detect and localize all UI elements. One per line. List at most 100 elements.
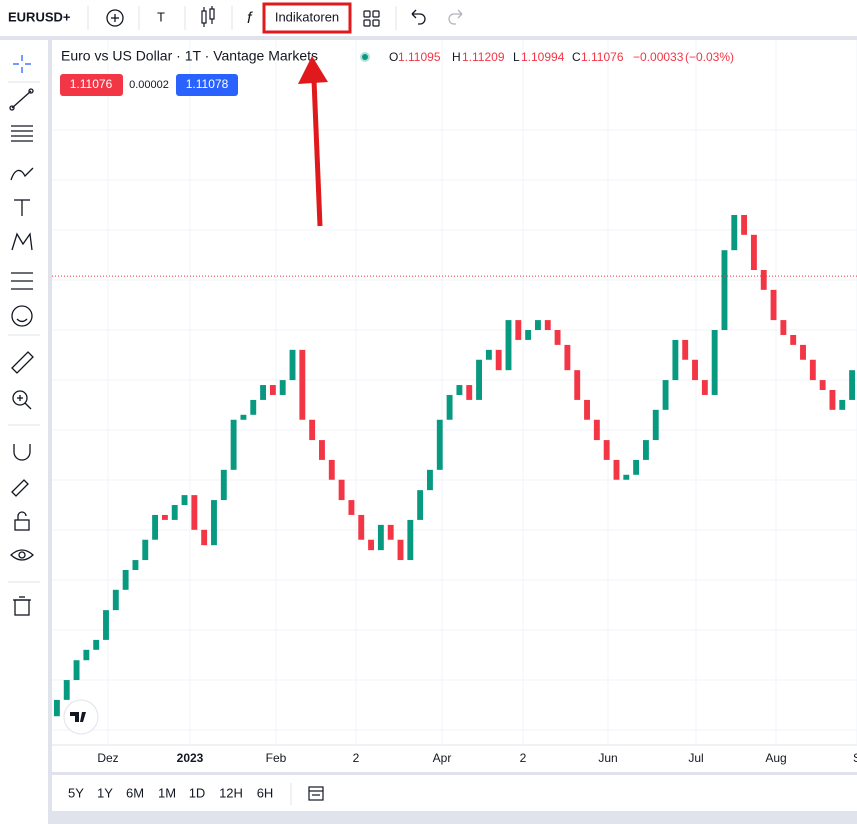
timeframe-button[interactable]: 1Y [97,785,113,800]
candle-body [741,214,748,235]
timeframe-button[interactable]: 12H [219,785,243,800]
candle-body [584,399,590,420]
x-tick-label: Jun [598,751,617,765]
candle-body [73,660,80,681]
candle-body [83,649,90,661]
candle-body [132,560,139,570]
candle-body [220,469,227,501]
candle-body [456,385,463,395]
candle-body [446,394,453,420]
sell-price[interactable]: 1.11076 [70,77,113,91]
change-percent: (−0.03%) [685,50,734,64]
candle-body [731,214,738,251]
candle-body [642,440,649,460]
candle-body [485,349,492,360]
emoji-tool[interactable] [11,305,33,327]
candles [52,214,857,717]
highlight-box [262,2,352,34]
candle-body [112,589,119,611]
crosshair-tool[interactable] [13,55,31,73]
delete-tool[interactable] [13,596,31,616]
brush-tool[interactable] [10,167,34,181]
undo-button[interactable] [411,9,426,25]
candle-body [623,474,630,480]
redo-button[interactable] [448,9,463,25]
candle-body [829,390,836,410]
ohlc-value: 1.11076 [581,50,624,64]
candle-body [348,500,355,515]
x-tick-label: Jul [688,751,703,765]
x-tick-label: 2 [520,751,527,765]
candle-body [682,339,689,360]
candle-body [63,680,70,700]
trend-line-tool[interactable] [9,88,34,111]
candle-body [368,539,374,551]
sell-box[interactable] [60,74,123,96]
candle-body [495,349,502,371]
indicators-button[interactable]: Indikatoren [275,9,339,24]
interval-button[interactable]: T [157,9,165,24]
time-axis: Dez 2023 Feb 2 Apr 2 Jun Jul Aug S [97,751,857,765]
timeframe-button[interactable]: 6M [126,785,144,800]
magnet-tool[interactable] [13,444,31,461]
fib-tool[interactable] [11,125,33,142]
x-tick-label: Dez [97,751,118,765]
candle-body [319,440,325,460]
chart-type-button[interactable] [201,6,215,27]
x-tick-label: 2023 [177,751,204,765]
timeframe-button[interactable]: 5Y [68,785,84,800]
candle-body [505,320,512,371]
candle-body [397,539,404,561]
candle-body [780,320,787,335]
ohlc-value: 1.11095 [398,50,441,64]
add-symbol-button[interactable] [106,9,124,27]
x-tick-label: S [853,751,857,765]
candle-body [466,385,473,400]
candle-body [191,495,198,530]
candle-body [309,419,316,441]
status-dot [362,54,368,60]
ruler-tool[interactable] [11,351,34,374]
candle-body [476,359,482,400]
lock-drawing-tool[interactable] [11,479,29,497]
visibility-tool[interactable] [10,549,34,561]
lock-tool[interactable] [14,511,30,531]
candle-body [417,490,424,520]
symbol[interactable]: EURUSD+ [8,9,71,24]
candle-body [692,359,698,381]
candle-body [407,519,414,561]
bottom-toolbar [52,775,857,811]
date-range-button[interactable] [308,786,324,801]
prediction-tool[interactable] [11,272,33,290]
layout-button[interactable] [363,10,380,27]
change-value: −0.00033 [633,50,684,64]
candle-body [515,320,522,340]
x-tick-label: Aug [765,751,786,765]
text-tool[interactable] [14,199,30,216]
candle-body [770,289,777,321]
buy-price[interactable]: 1.11078 [186,77,229,91]
pattern-tool[interactable] [11,232,33,251]
timeframe-button[interactable]: 6H [257,785,274,800]
candle-body [328,459,335,480]
candle-body [289,349,296,381]
candle-body [574,370,581,400]
timeframe-button[interactable]: 1D [189,785,206,800]
spread: 0.00002 [129,79,169,91]
timeframe-bar: 5Y 1Y 6M 1M 1D 12H 6H [68,785,273,800]
candle-body [672,339,679,381]
zoom-tool[interactable] [12,390,32,410]
candle-body [279,380,286,395]
candle-body [171,505,178,520]
candle-body [721,250,728,331]
timeframe-button[interactable]: 1M [158,785,176,800]
candle-body [750,234,757,271]
buy-box[interactable] [176,74,238,96]
candle-body [142,539,149,561]
candle-body [358,514,365,540]
grid [52,40,857,745]
candle-body [240,414,247,420]
candle-body [377,524,384,551]
